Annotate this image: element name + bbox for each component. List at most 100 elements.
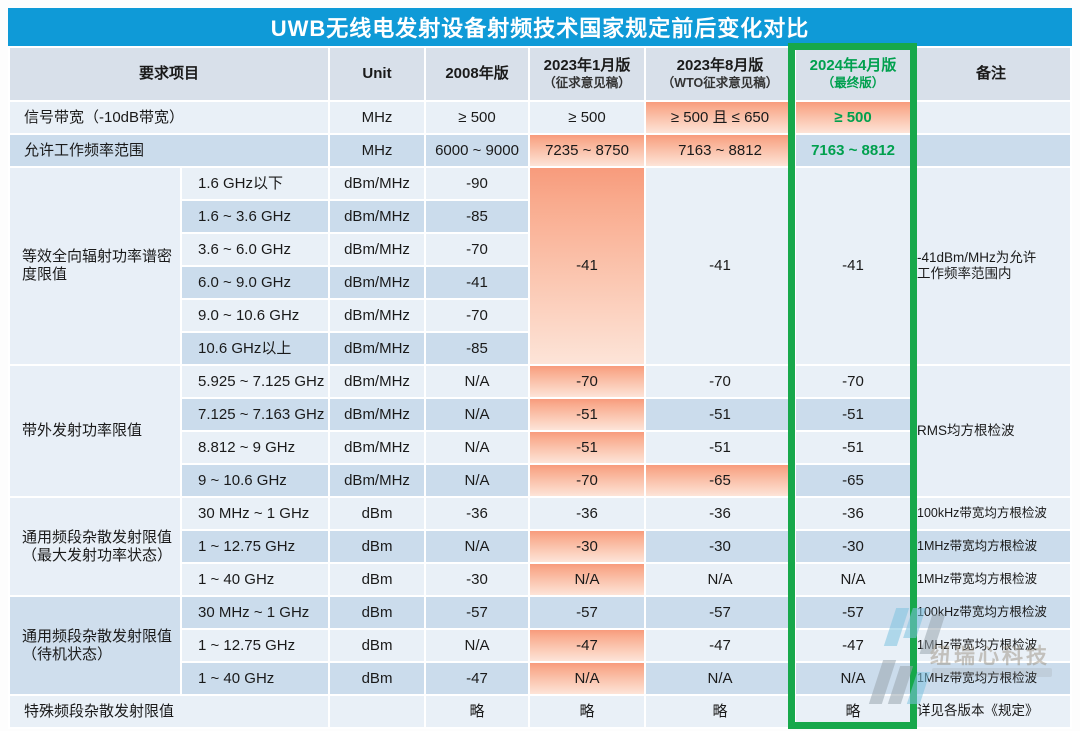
- value-cell: -47: [646, 630, 795, 661]
- unit-cell: dBm: [330, 498, 425, 529]
- table-row: 1 ~ 40 GHz dBm -30 N/A N/A N/A 1MHz带宽均方根…: [10, 564, 1071, 595]
- value-cell-final: N/A: [796, 564, 911, 595]
- sub-row-label: 1.6 GHz以下: [182, 168, 329, 199]
- row-label: 信号带宽（-10dB带宽）: [10, 102, 329, 133]
- value-cell: N/A: [426, 630, 529, 661]
- col-header-2023jan-subtitle: （征求意见稿）: [543, 75, 631, 90]
- value-cell-final: -51: [796, 399, 911, 430]
- value-cell-final: -70: [796, 366, 911, 397]
- table-row: 1 ~ 12.75 GHz dBm N/A -30 -30 -30 1MHz带宽…: [10, 531, 1071, 562]
- unit-cell: MHz: [330, 102, 425, 133]
- value-cell: 略: [646, 696, 795, 727]
- header-row: 要求项目 Unit 2008年版 2023年1月版 （征求意见稿） 2023年8月…: [10, 48, 1071, 100]
- value-cell: N/A: [426, 432, 529, 463]
- value-cell-final: 略: [796, 696, 911, 727]
- col-header-2023jan-title: 2023年1月版: [543, 56, 631, 74]
- value-cell-changed: N/A: [530, 663, 645, 694]
- unit-cell: dBm/MHz: [330, 399, 425, 430]
- unit-cell: dBm/MHz: [330, 333, 425, 364]
- table-row: 7.125 ~ 7.163 GHz dBm/MHz N/A -51 -51 -5…: [10, 399, 1070, 430]
- sub-row-label: 5.925 ~ 7.125 GHz: [182, 366, 329, 397]
- table-row: 等效全向辐射功率谱密度限值 1.6 GHz以下 dBm/MHz -90 -41 …: [10, 168, 1071, 364]
- col-header-2023aug: 2023年8月版 （WTO征求意见稿）: [646, 48, 795, 100]
- sub-row-label: 30 MHz ~ 1 GHz: [182, 498, 329, 529]
- sub-row-label: 1.6 ~ 3.6 GHz: [182, 201, 329, 232]
- value-cell: 略: [426, 696, 529, 727]
- table-row: 9 ~ 10.6 GHz dBm/MHz N/A -70 -65 -65: [10, 465, 1070, 496]
- value-cell-changed: -30: [530, 531, 645, 562]
- value-cell-changed: -70: [530, 366, 645, 397]
- value-cell: -30: [426, 564, 529, 595]
- value-cell: -51: [646, 432, 795, 463]
- value-cell: ≥ 500: [530, 102, 645, 133]
- value-cell: ≥ 500: [426, 102, 529, 133]
- value-cell-final: ≥ 500: [796, 102, 911, 133]
- value-cell-changed: -47: [530, 630, 645, 661]
- remark-cell-merged: RMS均方根检波: [912, 366, 1071, 496]
- col-header-unit: Unit: [330, 48, 425, 100]
- remark-cell-merged: -41dBm/MHz为允许 工作频率范围内: [912, 168, 1071, 364]
- col-header-2023aug-subtitle: （WTO征求意见稿）: [661, 75, 779, 90]
- unit-cell: dBm/MHz: [330, 465, 425, 496]
- unit-cell: [330, 696, 425, 727]
- value-cell: -85: [426, 333, 529, 364]
- value-cell: -51: [646, 399, 795, 430]
- value-cell-final: N/A: [796, 663, 911, 694]
- value-cell: -36: [530, 498, 645, 529]
- remark-cell: 100kHz带宽均方根检波: [912, 597, 1071, 628]
- value-cell-final: -30: [796, 531, 911, 562]
- value-cell: -47: [426, 663, 529, 694]
- group-label-spurious-max: 通用频段杂散发射限值 （最大发射功率状态）: [10, 498, 180, 595]
- value-cell-changed: -51: [530, 399, 645, 430]
- sub-row-label: 9 ~ 10.6 GHz: [182, 465, 329, 496]
- table-row: 带外发射功率限值 5.925 ~ 7.125 GHz dBm/MHz N/A -…: [10, 366, 1071, 496]
- unit-cell: dBm/MHz: [330, 234, 425, 265]
- table-row: 9.0 ~ 10.6 GHz dBm/MHz -70: [10, 300, 1070, 331]
- value-cell: -57: [646, 597, 795, 628]
- table-row: 通用频段杂散发射限值 （最大发射功率状态） 30 MHz ~ 1 GHz dBm…: [10, 498, 1071, 595]
- table-row: 10.6 GHz以上 dBm/MHz -85: [10, 333, 1070, 364]
- value-cell: 6000 ~ 9000: [426, 135, 529, 166]
- unit-cell: dBm/MHz: [330, 366, 425, 397]
- value-cell: N/A: [646, 663, 795, 694]
- value-cell: -36: [646, 498, 795, 529]
- value-cell-changed: -70: [530, 465, 645, 496]
- unit-cell: dBm: [330, 597, 425, 628]
- unit-cell: dBm: [330, 531, 425, 562]
- sub-row-label: 3.6 ~ 6.0 GHz: [182, 234, 329, 265]
- col-header-2008: 2008年版: [426, 48, 529, 100]
- value-cell: -57: [530, 597, 645, 628]
- value-cell-merged: -41: [646, 168, 795, 364]
- sub-row-label: 1 ~ 12.75 GHz: [182, 531, 329, 562]
- value-cell-final: -57: [796, 597, 911, 628]
- unit-cell: dBm: [330, 630, 425, 661]
- row-label: 特殊频段杂散发射限值: [10, 696, 329, 727]
- remark-cell: 1MHz带宽均方根检波: [912, 564, 1071, 595]
- value-cell-changed: N/A: [530, 564, 645, 595]
- remark-cell: 1MHz带宽均方根检波: [912, 531, 1071, 562]
- value-cell-changed: 7163 ~ 8812: [646, 135, 795, 166]
- sub-row-label: 30 MHz ~ 1 GHz: [182, 597, 329, 628]
- value-cell-final-merged: -41: [796, 168, 911, 364]
- value-cell-changed: -65: [646, 465, 795, 496]
- value-cell-changed: ≥ 500 且 ≤ 650: [646, 102, 795, 133]
- value-cell: -41: [426, 267, 529, 298]
- value-cell: N/A: [426, 399, 529, 430]
- table-row: 通用频段杂散发射限值 （待机状态） 30 MHz ~ 1 GHz dBm -57…: [10, 597, 1071, 694]
- col-header-2023jan: 2023年1月版 （征求意见稿）: [530, 48, 645, 100]
- col-header-2024apr-subtitle: （最终版）: [821, 75, 885, 90]
- value-cell: -85: [426, 201, 529, 232]
- value-cell-final: -47: [796, 630, 911, 661]
- value-cell: N/A: [426, 531, 529, 562]
- value-cell: -30: [646, 531, 795, 562]
- group-label-eirp: 等效全向辐射功率谱密度限值: [10, 168, 180, 364]
- value-cell-final: -36: [796, 498, 911, 529]
- page-title: UWB无线电发射设备射频技术国家规定前后变化对比: [8, 8, 1072, 46]
- value-cell: N/A: [426, 366, 529, 397]
- value-cell: N/A: [646, 564, 795, 595]
- value-cell-final: 7163 ~ 8812: [796, 135, 911, 166]
- unit-cell: dBm/MHz: [330, 267, 425, 298]
- sub-row-label: 9.0 ~ 10.6 GHz: [182, 300, 329, 331]
- value-cell: -70: [426, 234, 529, 265]
- table-row: 1.6 ~ 3.6 GHz dBm/MHz -85: [10, 201, 1070, 232]
